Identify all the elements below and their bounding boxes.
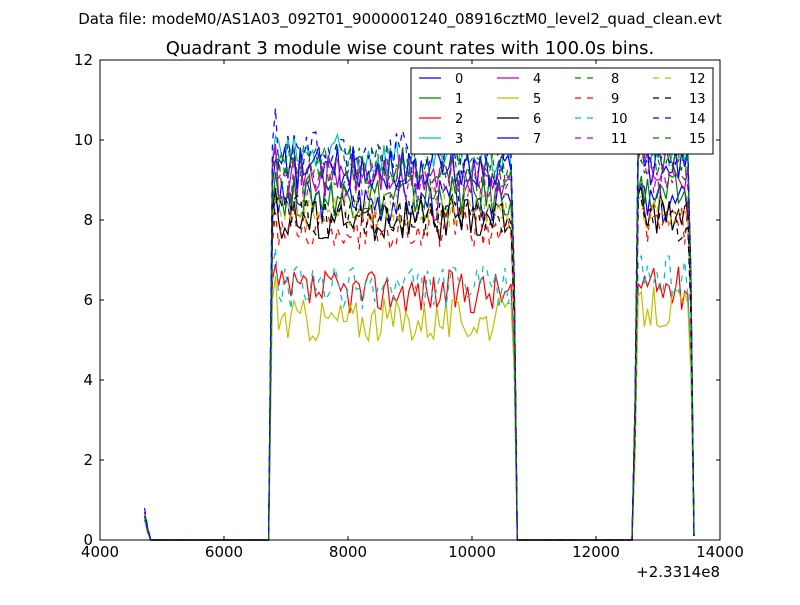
- y-tick-label: 8: [83, 211, 93, 229]
- x-offset-label: +2.3314e8: [636, 563, 720, 581]
- x-tick-label: 4000: [81, 543, 119, 561]
- x-tick-label: 6000: [205, 543, 243, 561]
- legend-label-8: 8: [611, 72, 619, 87]
- legend-label-13: 13: [689, 92, 706, 107]
- legend-label-12: 12: [689, 72, 706, 87]
- series-layer: [144, 107, 695, 541]
- legend-label-2: 2: [455, 112, 463, 127]
- series-line-9: [144, 203, 695, 541]
- legend-label-10: 10: [611, 112, 628, 127]
- series-line-13: [144, 193, 695, 541]
- legend-label-1: 1: [455, 92, 463, 107]
- y-tick-label: 4: [83, 371, 93, 389]
- legend-label-6: 6: [533, 112, 541, 127]
- x-tick-label: 14000: [696, 543, 744, 561]
- y-tick-label: 12: [74, 51, 93, 69]
- legend-label-14: 14: [689, 112, 706, 127]
- legend-label-4: 4: [533, 72, 541, 87]
- series-line-12: [144, 185, 695, 541]
- legend-label-5: 5: [533, 92, 541, 107]
- chart-suptitle: Data file: modeM0/AS1A03_092T01_90000012…: [78, 10, 722, 29]
- legend-label-0: 0: [455, 72, 463, 87]
- series-line-8: [144, 145, 695, 541]
- x-tick-label: 10000: [448, 543, 496, 561]
- legend-label-3: 3: [455, 132, 463, 147]
- series-line-15: [144, 133, 695, 541]
- legend-label-11: 11: [611, 132, 628, 147]
- legend-label-9: 9: [611, 92, 619, 107]
- series-line-5: [144, 275, 695, 541]
- y-tick-label: 10: [74, 131, 93, 149]
- x-tick-label: 8000: [329, 543, 367, 561]
- chart-title: Quadrant 3 module wise count rates with …: [166, 38, 655, 59]
- y-tick-label: 0: [83, 531, 93, 549]
- x-tick-label: 12000: [572, 543, 620, 561]
- legend-label-15: 15: [689, 132, 706, 147]
- series-line-1: [144, 171, 695, 541]
- series-line-10: [144, 247, 695, 541]
- y-tick-label: 2: [83, 451, 93, 469]
- legend-label-7: 7: [533, 132, 541, 147]
- legend-box: [410, 67, 714, 155]
- y-tick-label: 6: [83, 291, 93, 309]
